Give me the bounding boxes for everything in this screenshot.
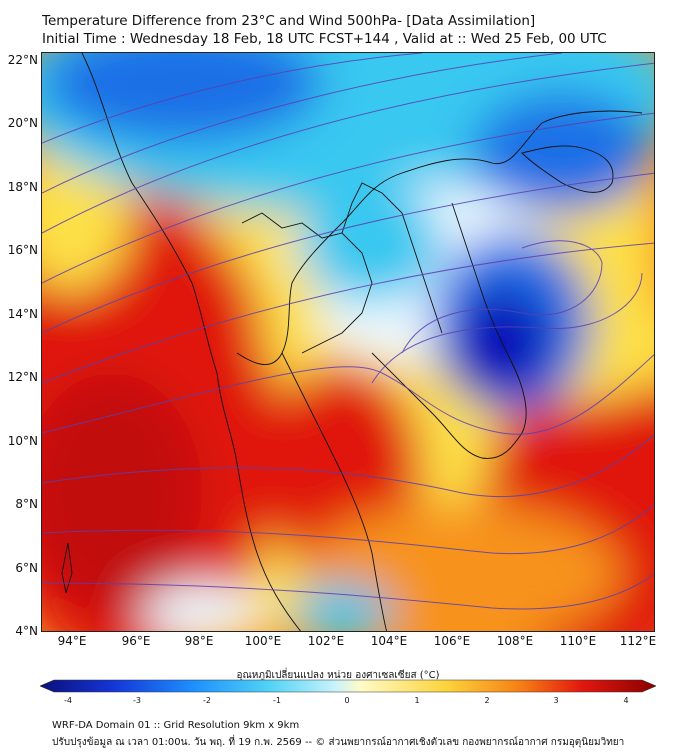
lon-label-94e: 94°E [57, 634, 87, 648]
colorbar [40, 679, 656, 693]
streamline-cyclonic-1 [401, 240, 603, 354]
lat-label-18n: 18°N [7, 180, 38, 194]
colorbar-tick-1: 1 [414, 696, 420, 705]
lat-label-4n: 4°N [15, 624, 38, 638]
streamline-10 [42, 573, 654, 610]
lon-label-102e: 102°E [307, 634, 345, 648]
streamline-6 [42, 53, 423, 144]
lat-label-22n: 22°N [7, 53, 38, 67]
map-canvas [42, 53, 654, 631]
colorbar-tick-2: 2 [484, 696, 490, 705]
lat-label-12n: 12°N [7, 370, 38, 384]
coast-myanmar [81, 53, 302, 631]
colorbar-tick-4: 4 [623, 696, 629, 705]
footer-update-info: ปรับปรุงข้อมูล ณ เวลา 01:00น. วัน พฤ. ที… [52, 737, 625, 748]
lon-label-106e: 106°E [433, 634, 471, 648]
colorbar-title: อุณหภูมิเปลี่ยนแปลง หน่วย องศาเซลเซียส (… [236, 670, 440, 681]
streamline-cyclonic-2 [371, 272, 643, 384]
field-cyan-south [292, 583, 392, 631]
wind-streamlines [42, 53, 654, 610]
coast-cambodia-vietnam [371, 202, 527, 459]
lat-label-14n: 14°N [7, 307, 38, 321]
coast-gulf-north [236, 110, 643, 365]
lon-label-96e: 96°E [121, 634, 151, 648]
colorbar-tick-0: 0 [344, 696, 350, 705]
colorbar-body [40, 679, 656, 693]
streamline-4 [42, 242, 654, 384]
lat-label-20n: 20°N [7, 116, 38, 130]
title-line-2: Initial Time : Wednesday 18 Feb, 18 UTC … [42, 31, 607, 47]
temperature-wind-map [41, 52, 655, 632]
colorbar-tick-m4: -4 [64, 696, 72, 705]
lon-label-104e: 104°E [370, 634, 408, 648]
lon-label-98e: 98°E [184, 634, 214, 648]
lat-label-16n: 16°N [7, 243, 38, 257]
streamline-5 [42, 53, 563, 194]
footer-model-info: WRF-DA Domain 01 :: Grid Resolution 9km … [52, 720, 300, 731]
field-yellow-thailand [262, 263, 322, 383]
lat-label-10n: 10°N [7, 434, 38, 448]
lat-label-8n: 8°N [15, 497, 38, 511]
coastlines [61, 53, 643, 631]
map-title: Temperature Difference from 23°C and Win… [42, 12, 607, 48]
field-hot-west [42, 373, 202, 613]
coast-nicobar [61, 542, 73, 594]
field-blue-northeast [472, 93, 652, 213]
border-thailand [241, 212, 373, 354]
title-line-1: Temperature Difference from 23°C and Win… [42, 13, 536, 29]
colorbar-tick-m2: -2 [203, 696, 211, 705]
temperature-field [42, 53, 654, 631]
lon-label-100e: 100°E [244, 634, 282, 648]
coast-malay-east [281, 352, 387, 631]
lon-label-112e: 112°E [619, 634, 657, 648]
colorbar-tick-m3: -3 [133, 696, 141, 705]
streamline-3 [42, 172, 654, 334]
field-cyan-center [302, 183, 442, 303]
lon-label-110e: 110°E [559, 634, 597, 648]
field-blue-northwest [42, 53, 322, 143]
streamline-7 [42, 354, 654, 435]
streamline-9 [42, 504, 654, 555]
streamline-1 [42, 62, 654, 234]
streamline-8 [42, 434, 654, 497]
field-pale-south [142, 583, 262, 631]
streamline-2 [42, 112, 654, 284]
lat-label-6n: 6°N [15, 561, 38, 575]
lon-label-108e: 108°E [496, 634, 534, 648]
border-laos [341, 182, 443, 334]
coast-hainan [521, 145, 614, 193]
colorbar-tick-m1: -1 [273, 696, 281, 705]
colorbar-tick-3: 3 [553, 696, 559, 705]
